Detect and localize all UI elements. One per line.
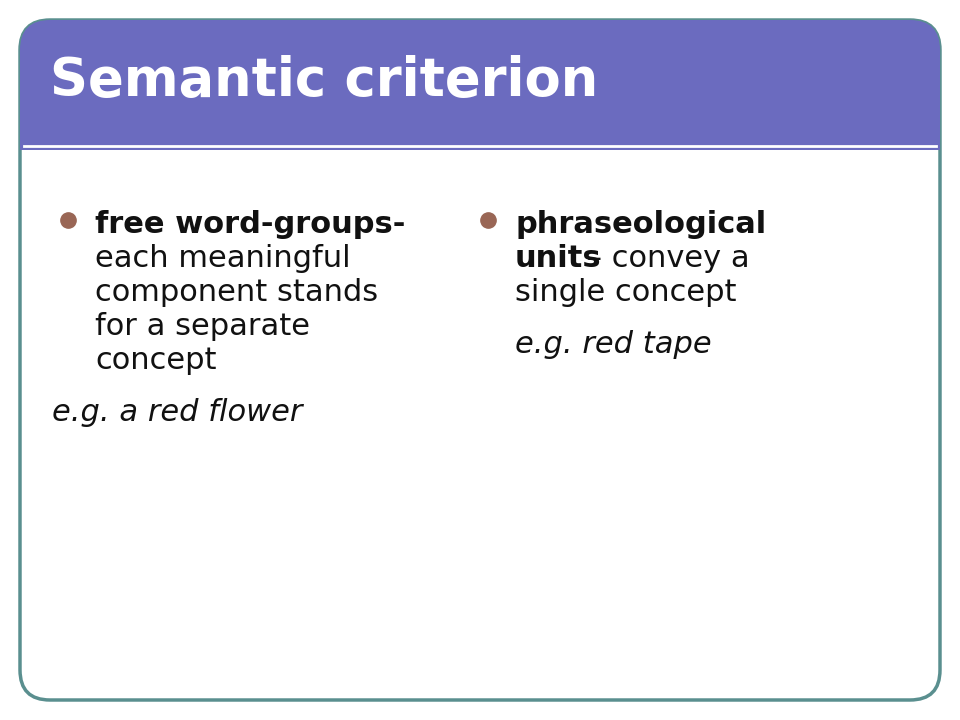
Text: e.g. a red flower: e.g. a red flower [52, 398, 302, 427]
FancyBboxPatch shape [20, 20, 940, 700]
Text: e.g. red tape: e.g. red tape [515, 330, 711, 359]
Text: for a separate: for a separate [95, 312, 310, 341]
Text: Semantic criterion: Semantic criterion [50, 55, 598, 107]
Bar [20, 120, 940, 150]
Text: each meaningful: each meaningful [95, 244, 350, 273]
Text: single concept: single concept [515, 278, 736, 307]
Text: free word-groups-: free word-groups- [95, 210, 405, 239]
Text: component stands: component stands [95, 278, 378, 307]
Text: concept: concept [95, 346, 217, 375]
Text: – convey a: – convey a [577, 244, 750, 273]
Text: units: units [515, 244, 602, 273]
Text: phraseological: phraseological [515, 210, 766, 239]
FancyBboxPatch shape [20, 20, 940, 150]
